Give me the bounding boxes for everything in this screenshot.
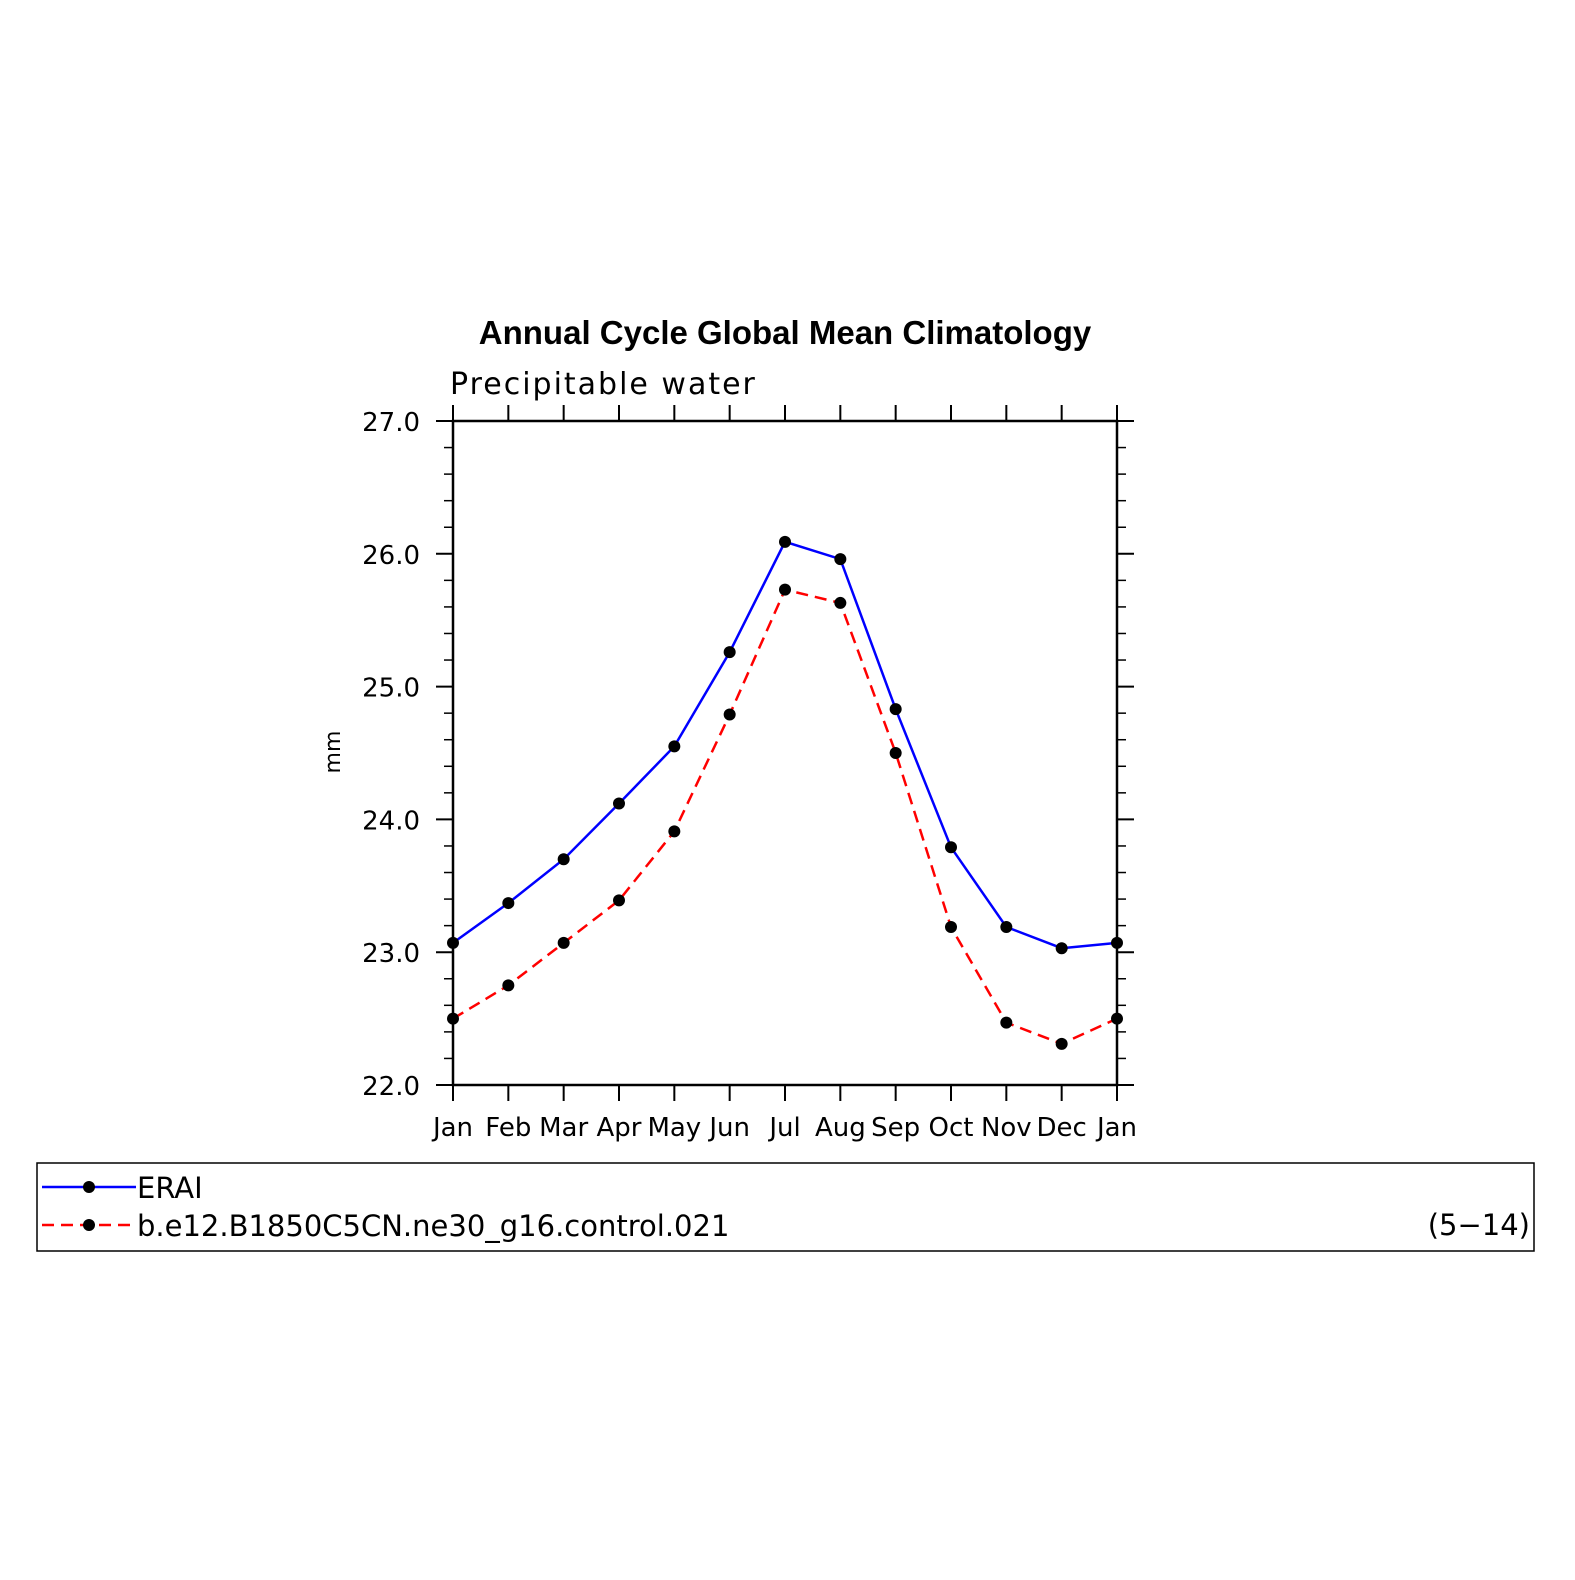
legend-note: (5−14)	[1428, 1208, 1530, 1242]
data-point	[779, 535, 791, 548]
x-tick-label: Jul	[767, 1113, 800, 1143]
data-point	[502, 897, 515, 910]
y-tick-label: 23.0	[362, 939, 420, 969]
x-tick-label: Mar	[539, 1113, 588, 1143]
legend-box	[36, 1162, 1535, 1252]
data-point	[613, 894, 625, 907]
y-tick-label: 26.0	[362, 541, 420, 571]
data-point	[945, 920, 957, 933]
x-tick-label: May	[647, 1113, 701, 1143]
data-point	[668, 740, 681, 753]
data-point	[447, 936, 459, 949]
data-point	[557, 936, 570, 949]
x-tick-label: Oct	[929, 1113, 974, 1143]
legend-marker	[83, 1219, 95, 1231]
legend-entry: b.e12.B1850C5CN.ne30_g16.control.021	[42, 1209, 729, 1243]
y-tick-label: 25.0	[362, 674, 420, 704]
data-point	[1111, 936, 1123, 949]
legend-entry: ERAI	[42, 1171, 203, 1205]
data-point	[1000, 1016, 1013, 1029]
data-point	[557, 853, 570, 866]
data-point	[889, 747, 902, 759]
series-layer	[447, 535, 1123, 1050]
legend-label: b.e12.B1850C5CN.ne30_g16.control.021	[137, 1209, 729, 1243]
axes: Jan Feb Mar Apr May Jun Jul Aug Sep Oct Nov Dec Jan 2…	[362, 405, 1137, 1143]
x-tick-label: Feb	[485, 1113, 531, 1143]
x-tick-label: Nov	[981, 1113, 1032, 1143]
data-point	[834, 596, 847, 609]
y-tick-label: 27.0	[362, 408, 420, 438]
chart-title: Annual Cycle Global Mean Climatology	[479, 314, 1092, 351]
x-tick-label: Aug	[815, 1113, 866, 1143]
data-point	[502, 979, 515, 992]
legend-marker	[83, 1181, 95, 1193]
chart-subtitle: Precipitable water	[450, 367, 757, 402]
data-point	[779, 583, 791, 596]
series-1	[447, 535, 1123, 955]
x-tick-label: Dec	[1037, 1113, 1087, 1143]
legend: ERAI b.e12.B1850C5CN.ne30_g16.control.021…	[36, 1162, 1535, 1252]
series-line	[452, 588, 1118, 1046]
series-2	[447, 583, 1123, 1050]
data-point	[668, 825, 681, 838]
x-tick-label: Apr	[597, 1113, 642, 1143]
data-point	[1111, 1012, 1123, 1025]
data-point	[1055, 942, 1068, 955]
x-tick-label: Jun	[707, 1113, 750, 1143]
data-point	[613, 797, 625, 810]
data-point	[889, 703, 902, 716]
data-point	[834, 553, 847, 566]
data-point	[1055, 1037, 1068, 1050]
plot-frame	[451, 419, 1119, 1087]
series-line	[452, 540, 1118, 950]
y-tick-label: 22.0	[362, 1072, 420, 1102]
data-point	[447, 1012, 459, 1025]
data-point	[945, 841, 957, 854]
y-tick-label: 24.0	[362, 806, 420, 836]
x-tick-label: Jan	[431, 1113, 473, 1143]
legend-items: ERAI b.e12.B1850C5CN.ne30_g16.control.021	[42, 1171, 729, 1243]
data-point	[723, 646, 736, 659]
data-point	[1000, 920, 1013, 933]
legend-label: ERAI	[137, 1171, 203, 1205]
data-point	[723, 708, 736, 721]
y-axis-label: mm	[321, 731, 346, 774]
x-tick-label: Jan	[1095, 1113, 1137, 1143]
x-tick-label: Sep	[871, 1113, 920, 1143]
